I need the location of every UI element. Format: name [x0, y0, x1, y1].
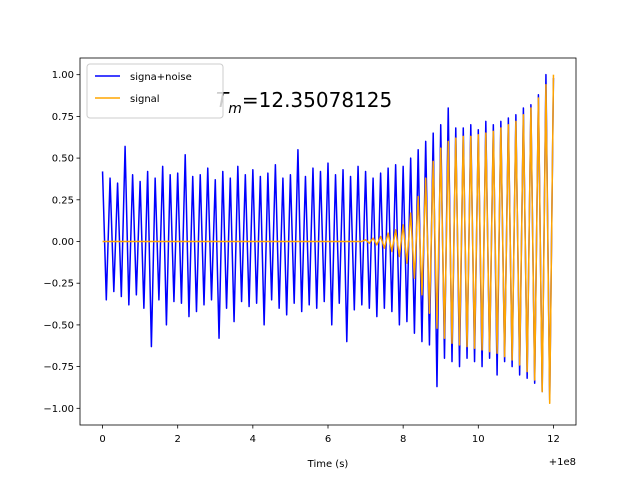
x-axis-label: Time (s) — [307, 459, 349, 470]
x-tick-label: 10 — [472, 434, 485, 445]
annotation-subscript: m — [228, 101, 242, 117]
y-tick-label: 1.00 — [52, 70, 74, 81]
annotation: Tm=12.35078125 — [216, 88, 392, 117]
legend-label: signa+noise — [130, 72, 192, 83]
x-tick-label: 8 — [400, 434, 406, 445]
y-tick-label: −0.50 — [43, 320, 74, 331]
y-tick-label: 0.25 — [52, 195, 74, 206]
legend-label: signal — [130, 94, 160, 105]
y-tick-label: 0.50 — [52, 154, 74, 165]
y-tick-label: −0.75 — [43, 362, 74, 373]
y-tick-label: 0.00 — [52, 237, 74, 248]
x-offset-label: +1e8 — [549, 457, 576, 468]
y-tick-label: −1.00 — [43, 404, 74, 415]
legend-box — [86, 63, 224, 119]
series-line — [102, 74, 555, 405]
x-tick-label: 4 — [250, 434, 256, 445]
plot-area — [101, 73, 555, 405]
y-tick-label: −0.25 — [43, 279, 74, 290]
x-tick-label: 12 — [547, 434, 560, 445]
series-line — [101, 73, 555, 401]
annotation-text: =12.35078125 — [242, 88, 392, 112]
x-tick-label: 0 — [99, 434, 105, 445]
x-tick-label: 6 — [325, 434, 331, 445]
x-tick-label: 2 — [175, 434, 181, 445]
y-tick-label: 0.75 — [52, 112, 74, 123]
